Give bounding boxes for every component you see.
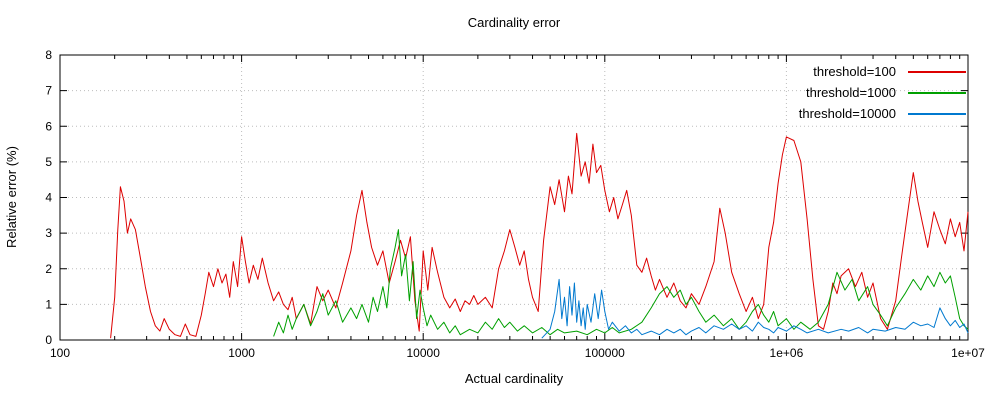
legend-line-sample-threshold-100 — [908, 70, 966, 73]
chart-title: Cardinality error — [467, 15, 561, 30]
y-tick-label: 8 — [45, 48, 52, 62]
y-tick-label: 4 — [45, 191, 52, 205]
legend-line-sample-threshold-10000 — [908, 112, 966, 115]
legend-entry-threshold-100: threshold=100 — [799, 61, 966, 82]
x-tick-label: 100000 — [585, 346, 625, 360]
y-tick-label: 6 — [45, 119, 52, 133]
y-tick-label: 7 — [45, 84, 52, 98]
x-tick-label: 100 — [50, 346, 70, 360]
legend-entry-threshold-10000: threshold=10000 — [799, 103, 966, 124]
x-axis-label: Actual cardinality — [464, 371, 564, 386]
y-tick-label: 1 — [45, 297, 52, 311]
series-line-threshold=100 — [110, 132, 969, 339]
series-line-threshold=10000 — [541, 278, 969, 339]
legend: threshold=100 threshold=1000 threshold=1… — [799, 61, 966, 124]
x-tick-label: 10000 — [407, 346, 441, 360]
y-tick-label: 0 — [45, 333, 52, 347]
y-tick-label: 5 — [45, 155, 52, 169]
x-tick-label: 1000 — [228, 346, 255, 360]
legend-label-threshold-1000: threshold=1000 — [806, 85, 896, 100]
x-tick-label: 1e+07 — [951, 346, 985, 360]
legend-label-threshold-100: threshold=100 — [813, 64, 896, 79]
y-tick-label: 3 — [45, 226, 52, 240]
x-tick-label: 1e+06 — [770, 346, 804, 360]
series-line-threshold=1000 — [273, 229, 969, 337]
legend-label-threshold-10000: threshold=10000 — [798, 106, 896, 121]
legend-line-sample-threshold-1000 — [908, 91, 966, 94]
legend-entry-threshold-1000: threshold=1000 — [799, 82, 966, 103]
y-tick-label: 2 — [45, 262, 52, 276]
